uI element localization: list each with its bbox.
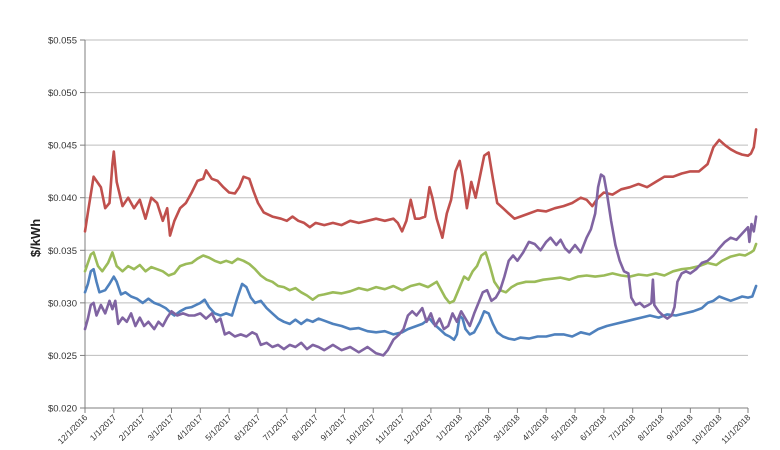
series-lines — [83, 128, 758, 357]
x-tick-label: 1/1/2018 — [434, 412, 465, 443]
y-tick-label: $0.050 — [48, 88, 77, 99]
x-tick-label: 6/1/2018 — [578, 412, 609, 443]
x-tick-label: 10/1/2017 — [344, 412, 378, 446]
x-tick-label: 2/1/2017 — [117, 412, 148, 443]
y-axis-label: $/kWh — [28, 219, 43, 257]
y-tick-label: $0.030 — [48, 298, 77, 309]
series-line-3 — [83, 267, 758, 341]
y-tick-label: $0.020 — [48, 404, 77, 415]
x-tick-label: 10/1/2018 — [690, 412, 724, 446]
x-tick-label: 12/1/2017 — [402, 412, 436, 446]
series-line-4 — [83, 173, 758, 357]
x-tick-label: 5/1/2017 — [203, 412, 234, 443]
x-tick-label: 8/1/2018 — [635, 412, 666, 443]
x-tick-label: 11/1/2018 — [719, 412, 753, 446]
x-tick-label: 2/1/2018 — [463, 412, 494, 443]
y-tick-label: $0.045 — [48, 141, 77, 152]
y-tick-label: $0.035 — [48, 246, 77, 257]
x-tick-label: 7/1/2017 — [261, 412, 292, 443]
series-line-2 — [83, 242, 758, 305]
x-tick-label: 4/1/2017 — [174, 412, 205, 443]
gridlines — [84, 39, 748, 409]
x-tick-label: 5/1/2018 — [549, 412, 580, 443]
x-tick-label: 4/1/2018 — [520, 412, 551, 443]
y-tick-label: $0.025 — [48, 351, 77, 362]
x-tick-label: 6/1/2017 — [232, 412, 263, 443]
y-axis-ticks: $0.020 $0.025 $0.030 $0.035 $0.040 $0.045 $0.0… — [48, 36, 85, 415]
x-tick-label: 1/1/2017 — [88, 412, 119, 443]
x-tick-label: 8/1/2017 — [290, 412, 321, 443]
x-tick-label: 7/1/2018 — [607, 412, 638, 443]
x-axis-ticks: 12/1/20161/1/20172/1/20173/1/20174/1/201… — [56, 408, 753, 446]
series-line-1 — [83, 128, 758, 239]
x-tick-label: 12/1/2016 — [56, 412, 90, 446]
x-tick-label: 11/1/2017 — [373, 412, 407, 446]
y-tick-label: $0.055 — [48, 36, 77, 47]
x-tick-label: 3/1/2017 — [145, 412, 176, 443]
x-tick-label: 3/1/2018 — [491, 412, 522, 443]
y-tick-label: $0.040 — [48, 193, 77, 204]
